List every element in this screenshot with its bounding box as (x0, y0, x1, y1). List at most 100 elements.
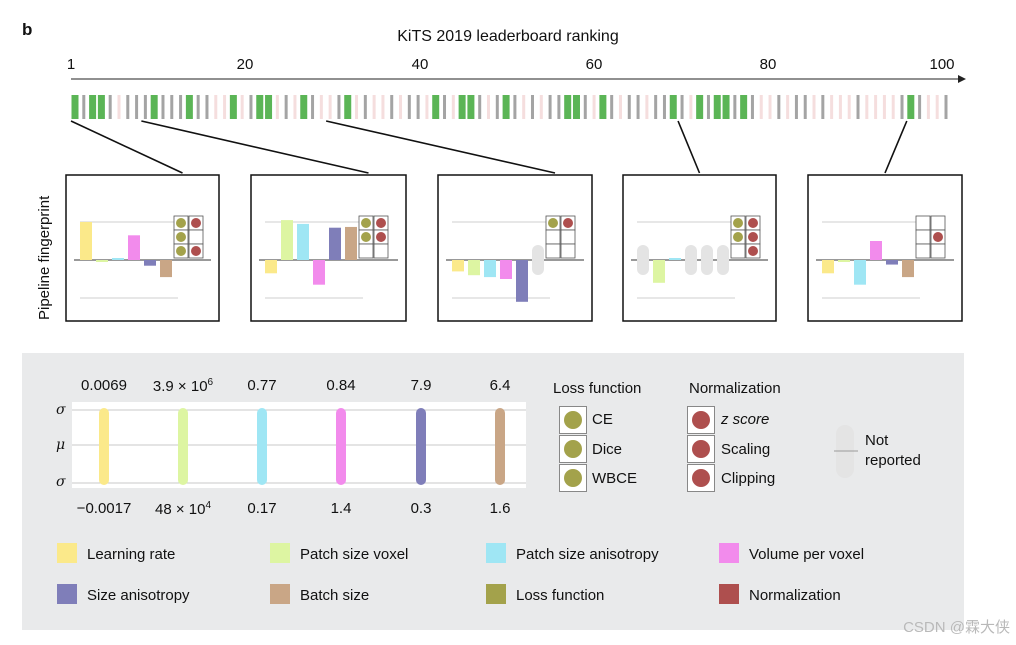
ranking-entry (812, 95, 816, 119)
patch-voxel-bar (468, 260, 480, 276)
norm-dot (191, 246, 201, 256)
connector-line (884, 120, 908, 174)
volume-bar (500, 260, 512, 279)
batch-bar (345, 226, 357, 260)
ranking-entry (610, 95, 614, 119)
ranking-entry (223, 95, 227, 119)
legend-top-value-base: 3.9 × 10 (152, 378, 208, 395)
volume-bar (128, 235, 140, 260)
legend-bottom-value: 0.17 (247, 500, 277, 517)
size-aniso-bar (886, 260, 898, 265)
norm-cell (560, 243, 576, 259)
batch-label: Batch size (300, 587, 370, 604)
norm-dot (563, 218, 573, 228)
fingerprint-panels (65, 174, 963, 322)
ranking-entry (856, 95, 860, 119)
patch-voxel-label: Patch size voxel (300, 546, 409, 563)
size-aniso-bar (144, 260, 156, 266)
volume-bar (870, 241, 882, 260)
ranking-entry (564, 95, 572, 119)
norm-dot (376, 232, 386, 242)
loss-cell (545, 229, 561, 245)
ranking-entry (513, 95, 517, 119)
ranking-entry (548, 95, 552, 119)
norm-cell (560, 229, 576, 245)
loss-dot (176, 218, 186, 228)
loss-dot (361, 232, 371, 242)
mu-label: μ (56, 437, 66, 453)
batch-bar (160, 260, 172, 278)
ranking-entry (390, 95, 394, 119)
ranking-entry (328, 95, 332, 119)
loss-wbce-label: WBCE (592, 470, 637, 487)
patch-aniso-bar (112, 258, 124, 260)
ranking-entry (337, 95, 341, 119)
legend-bottom-exponent: 4 (205, 500, 212, 511)
ranking-entry (196, 95, 200, 119)
legend-scale-chart (72, 402, 526, 488)
ranking-entry (108, 95, 112, 119)
ranking-entry (89, 95, 97, 119)
ranking-entry (293, 95, 297, 119)
ranking-entry (458, 95, 466, 119)
ranking-entry (443, 95, 447, 119)
ranking-entry (311, 95, 315, 119)
norm-zscore-swatch (687, 406, 715, 434)
ranking-entry (830, 95, 834, 119)
sigma-lower-label: σ (56, 474, 66, 490)
ranking-entry (495, 95, 499, 119)
ranking-entry (425, 95, 429, 119)
legend-top-value: 0.84 (326, 377, 356, 394)
patch-aniso-swatch (486, 543, 506, 563)
ranking-axis-arrow (958, 75, 966, 83)
loss-wbce-swatch (559, 464, 587, 492)
norm-cell (373, 243, 389, 259)
fingerprint-panel (65, 174, 220, 322)
ranking-entry (786, 95, 790, 119)
norm-dot (748, 246, 758, 256)
ranking-entry (821, 95, 825, 119)
ranking-entry (407, 95, 411, 119)
ranking-entry (205, 95, 209, 119)
ranking-entry (759, 95, 763, 119)
ranking-entry (214, 95, 218, 119)
ranking-entry (265, 95, 273, 119)
loss-wbce-dot (564, 469, 582, 487)
not-reported-label-line2: reported (865, 452, 921, 469)
norm-clipping-dot (692, 469, 710, 487)
ranking-entry (777, 95, 781, 119)
legend-size-aniso-bar (416, 408, 426, 485)
legend-bottom-value: 48 × 104 (155, 500, 211, 518)
patch-voxel-bar (96, 260, 108, 262)
ranking-entry (592, 95, 596, 119)
ranking-entry (713, 95, 721, 119)
tick-label: 20 (236, 56, 254, 73)
norm-scaling-swatch (687, 435, 715, 463)
ranking-entry (944, 95, 948, 119)
tick-label: 100 (929, 56, 955, 73)
legend-top-value: 6.4 (489, 377, 511, 394)
patch-aniso-bar (669, 258, 681, 260)
fingerprint-panel (437, 174, 593, 322)
legend-top-exponent: 6 (207, 377, 214, 388)
tick-label: 80 (759, 56, 777, 73)
connector-line (141, 120, 369, 174)
loss-function-swatch (486, 584, 506, 604)
legend-bottom-value: 0.3 (410, 500, 432, 517)
ranking-entry (530, 95, 534, 119)
loss-dot (548, 218, 558, 228)
ranking-entry (722, 95, 730, 119)
legend-patch-voxel-bar (178, 408, 188, 485)
learning-rate-bar (80, 222, 92, 260)
legend-top-value: 7.9 (410, 377, 432, 394)
ranking-entry (381, 95, 385, 119)
volume-bar (313, 260, 325, 285)
ranking-entry (926, 95, 930, 119)
ranking-entry (467, 95, 475, 119)
tick-label: 60 (585, 56, 603, 73)
connector-lines (70, 120, 908, 174)
loss-dot (733, 218, 743, 228)
normalization-label: Normalization (749, 587, 841, 604)
ranking-entry (838, 95, 842, 119)
norm-cell (930, 243, 946, 259)
